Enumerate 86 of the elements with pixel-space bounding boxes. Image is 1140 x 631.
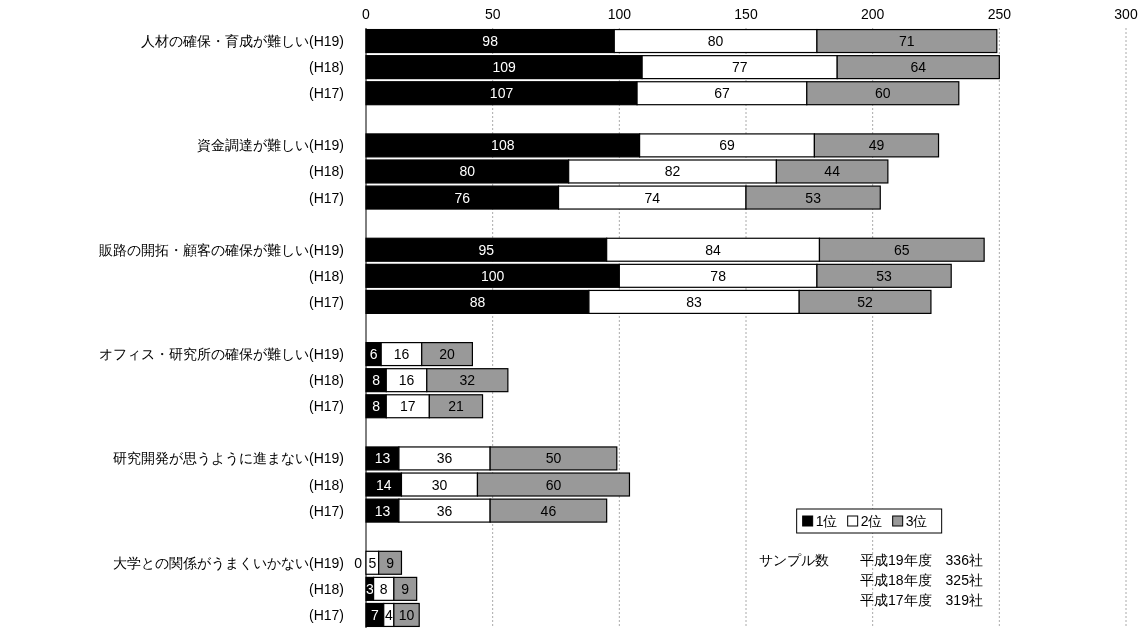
data-label: 50: [545, 450, 562, 467]
x-tick-label: 100: [607, 6, 632, 22]
data-label: 9: [386, 554, 395, 571]
data-label: 20: [439, 346, 456, 363]
data-label: 8: [379, 580, 388, 597]
data-label: 32: [459, 372, 476, 389]
category-label: 販路の開拓・顧客の確保が難しい(H19): [99, 241, 344, 258]
data-label: 5: [368, 554, 377, 571]
data-label: 14: [375, 476, 392, 493]
category-label: (H17): [309, 189, 344, 206]
x-tick-label: 300: [1114, 6, 1138, 22]
data-label: 76: [454, 189, 471, 206]
data-label: 69: [719, 137, 735, 154]
data-label: 10: [398, 606, 415, 623]
data-label: 60: [545, 476, 562, 493]
data-label: 65: [894, 241, 910, 258]
category-label: 研究開発が思うように進まない(H19): [113, 450, 344, 467]
data-label: 52: [857, 293, 874, 310]
category-label: (H17): [309, 606, 344, 623]
annotation: サンプル数: [758, 552, 829, 568]
data-label: 4: [384, 606, 393, 623]
category-label: (H17): [309, 502, 344, 519]
category-label: 資金調達が難しい(H19): [197, 137, 344, 154]
data-label: 109: [492, 59, 516, 76]
data-label: 36: [436, 450, 453, 467]
category-label: (H18): [309, 163, 344, 180]
x-tick-label: 50: [484, 6, 501, 22]
data-label: 98: [482, 33, 499, 50]
data-label: 9: [401, 580, 410, 597]
data-label: 88: [469, 293, 486, 310]
data-label: 84: [705, 241, 722, 258]
category-label: (H18): [309, 476, 344, 493]
x-tick-label: 200: [860, 6, 885, 22]
legend-label: 2位: [860, 513, 883, 529]
data-label: 53: [876, 267, 893, 284]
data-label: 108: [491, 137, 515, 154]
data-label: 21: [448, 398, 464, 415]
data-label: 8: [372, 398, 381, 415]
data-label: 95: [478, 241, 495, 258]
category-label: (H18): [309, 372, 344, 389]
x-tick-label: 250: [987, 6, 1012, 22]
data-label: 30: [431, 476, 448, 493]
data-label: 78: [710, 267, 727, 284]
data-label: 0: [354, 554, 363, 571]
category-label: (H17): [309, 398, 344, 415]
data-label: 107: [489, 85, 514, 102]
data-label: 80: [707, 33, 724, 50]
x-tick-label: 150: [734, 6, 758, 22]
category-label: (H18): [309, 267, 344, 284]
x-tick-label: 0: [362, 6, 371, 22]
data-label: 83: [686, 293, 703, 310]
data-label: 6: [369, 346, 378, 363]
category-label: 人材の確保・育成が難しい(H19): [141, 33, 344, 50]
data-label: 13: [374, 502, 391, 519]
category-label: (H17): [309, 85, 344, 102]
legend-label: 1位: [815, 513, 838, 529]
data-label: 60: [875, 85, 891, 102]
annotation: 平成18年度 325社: [860, 572, 983, 588]
data-label: 82: [664, 163, 681, 180]
data-label: 13: [374, 450, 391, 467]
category-label: (H18): [309, 580, 344, 597]
data-label: 46: [540, 502, 557, 519]
annotation: 平成19年度 336社: [860, 552, 983, 568]
data-label: 3: [365, 580, 374, 597]
data-label: 100: [480, 267, 505, 284]
data-label: 53: [805, 189, 822, 206]
annotation: 平成17年度 319社: [860, 592, 983, 608]
data-label: 7: [370, 606, 379, 623]
category-label: (H17): [309, 293, 344, 310]
data-label: 36: [436, 502, 453, 519]
legend-label: 3位: [905, 513, 928, 529]
data-label: 74: [644, 189, 661, 206]
data-label: 64: [910, 59, 927, 76]
category-label: オフィス・研究所の確保が難しい(H19): [99, 346, 344, 363]
category-label: 大学との関係がうまくいかない(H19): [113, 554, 344, 571]
data-label: 16: [398, 372, 415, 389]
data-label: 71: [899, 33, 915, 50]
data-label: 16: [393, 346, 410, 363]
data-label: 49: [868, 137, 885, 154]
data-label: 17: [400, 398, 416, 415]
data-label: 44: [824, 163, 841, 180]
data-label: 77: [731, 59, 748, 76]
data-label: 8: [372, 372, 381, 389]
data-label: 80: [459, 163, 476, 180]
category-label: (H18): [309, 59, 344, 76]
data-label: 67: [714, 85, 730, 102]
